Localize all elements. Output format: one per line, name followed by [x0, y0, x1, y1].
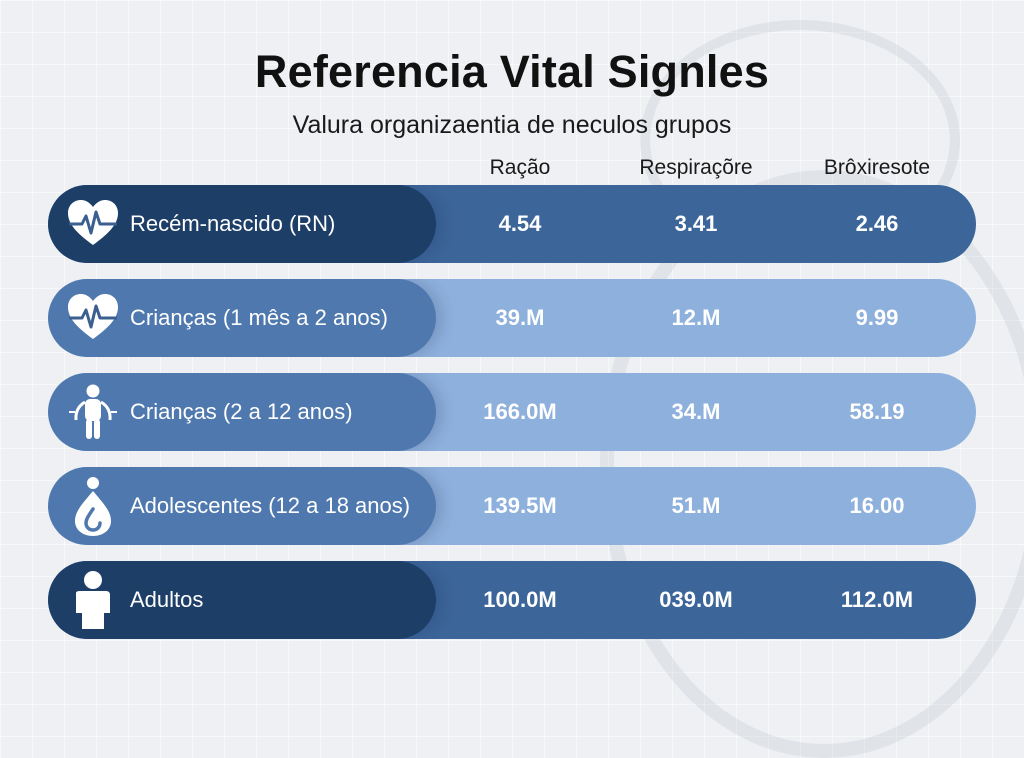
row-label: Crianças (2 a 12 anos): [130, 399, 353, 424]
row-header: Crianças (1 mês a 2 anos): [48, 279, 436, 357]
table-row: Crianças (1 mês a 2 anos) 39.M 12.M 9.99: [48, 279, 976, 357]
row-label: Crianças (1 mês a 2 anos): [130, 305, 388, 330]
row-header: Adolescentes (12 a 18 anos): [48, 467, 436, 545]
row-label: Adolescentes (12 a 18 anos): [130, 493, 411, 518]
table-cell: 39.M: [495, 305, 545, 330]
column-header: Respiraçõre: [639, 156, 753, 179]
table-cell: 4.54: [498, 211, 542, 236]
row-header: Adultos: [48, 561, 436, 639]
child-figure-icon: [60, 373, 126, 451]
table-cell: 16.00: [849, 493, 905, 518]
table-cell: 9.99: [855, 305, 899, 330]
table-cell: 166.0M: [483, 399, 557, 424]
row-header: Recém-nascido (RN): [48, 185, 436, 263]
row-label: Recém-nascido (RN): [130, 211, 336, 236]
table-cell: 139.5M: [483, 493, 557, 518]
row-header: Crianças (2 a 12 anos): [48, 373, 436, 451]
table-row: Adolescentes (12 a 18 anos) 139.5M 51.M 16.…: [48, 467, 976, 545]
table-cell: 12.M: [671, 305, 721, 330]
table-cell: 34.M: [671, 399, 721, 424]
heartbeat-icon: [60, 279, 126, 357]
chart-subtitle: Valura organizaentia de neculos grupos: [292, 111, 732, 139]
table-cell: 3.41: [674, 211, 718, 236]
row-label: Adultos: [130, 587, 204, 612]
table-cell: 112.0M: [840, 587, 914, 612]
chart-title: Referencia Vital Signles: [254, 46, 770, 97]
column-header: Brôxiresote: [823, 156, 931, 179]
table-cell: 58.19: [849, 399, 905, 424]
drop-figure-icon: [60, 467, 126, 545]
table-cell: 100.0M: [483, 587, 557, 612]
heartbeat-icon: [60, 185, 126, 263]
table-row: Crianças (2 a 12 anos) 166.0M 34.M 58.19: [48, 373, 976, 451]
table-cell: 51.M: [671, 493, 721, 518]
column-header: Ração: [489, 156, 551, 179]
table-cell: 039.0M: [659, 587, 733, 612]
table-row: Adultos 100.0M 039.0M 112.0M: [48, 561, 976, 639]
table-row: Recém-nascido (RN) 4.54 3.41 2.46: [48, 185, 976, 263]
person-icon: [60, 561, 126, 639]
table-cell: 2.46: [855, 211, 899, 236]
